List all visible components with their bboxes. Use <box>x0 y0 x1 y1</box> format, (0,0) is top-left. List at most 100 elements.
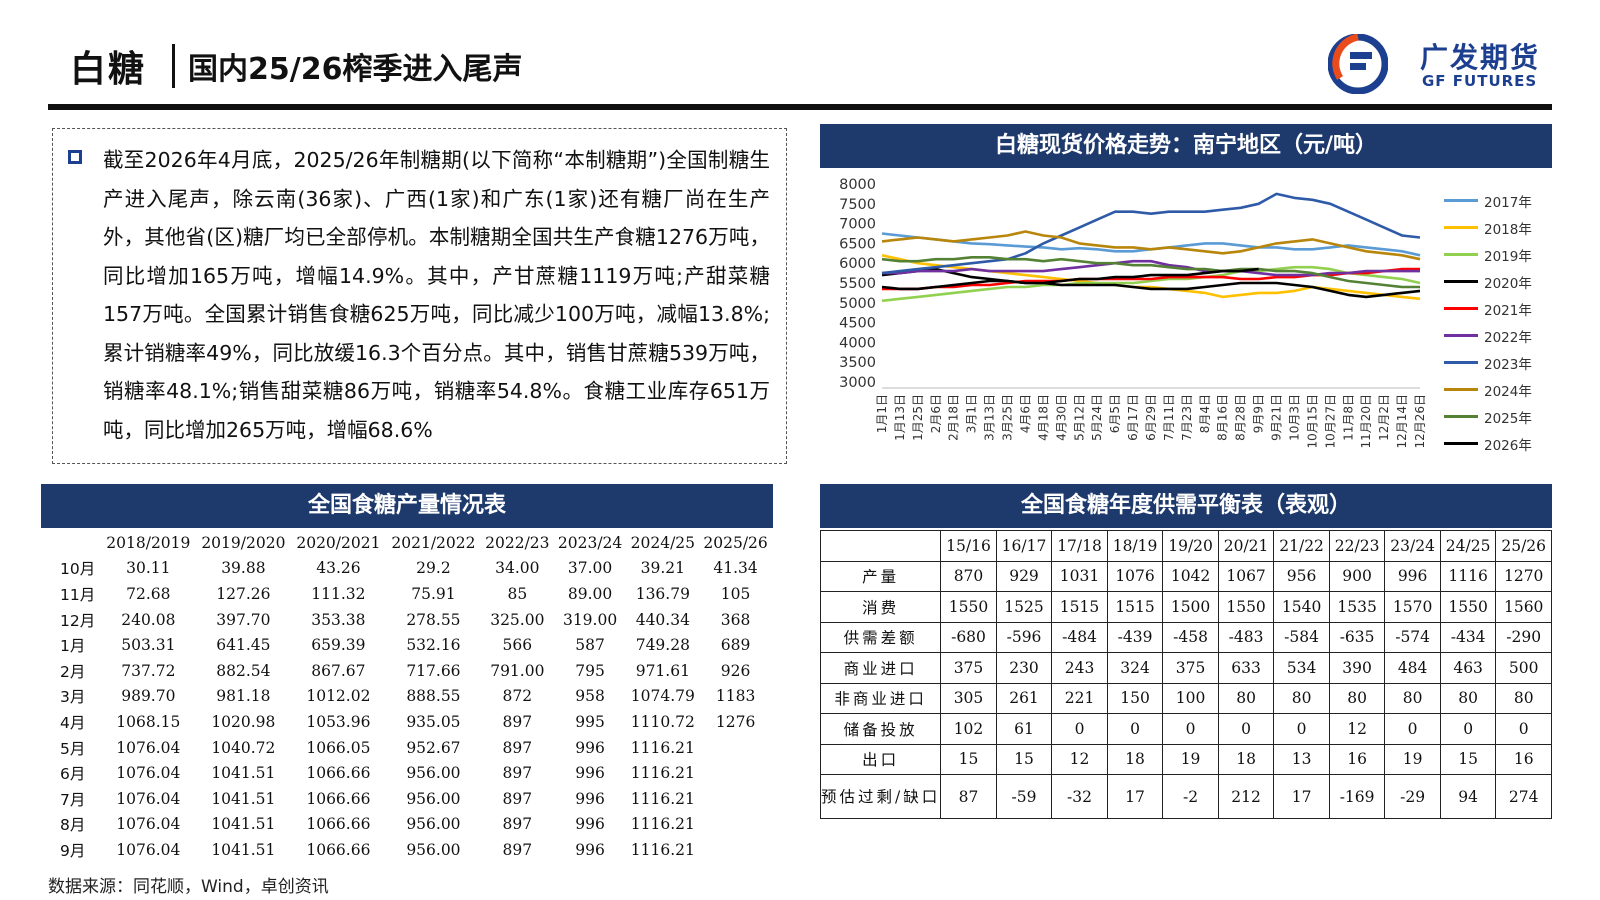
x-tick-label: 12月14日 <box>1395 394 1409 449</box>
table-cell: 111.32 <box>311 584 366 603</box>
table-cell: -29 <box>1384 774 1441 819</box>
table-cell: 324 <box>1106 652 1164 684</box>
table-row: 9月 1076.04 1041.51 1066.66 956.00 897 996 1116.… <box>52 837 772 863</box>
row-label: 消费 <box>819 591 942 623</box>
legend-swatch <box>1444 226 1478 229</box>
table-cell: 791.00 <box>490 661 545 680</box>
table-cell: 41.34 <box>713 559 758 578</box>
table-cell <box>699 786 772 812</box>
table-cell: 0 <box>1384 713 1441 745</box>
column-header: 2019/2020 <box>201 533 286 552</box>
table-cell: 19 <box>1162 743 1219 775</box>
table-cell: 463 <box>1439 652 1497 684</box>
table-cell: 80 <box>1439 682 1497 714</box>
table-cell: 897 <box>502 712 533 731</box>
table-cell: 353.38 <box>311 610 366 629</box>
table-cell: 633 <box>1217 652 1275 684</box>
x-tick-label: 4月6日 <box>1018 394 1032 433</box>
column-header: 20/21 <box>1217 530 1275 562</box>
table-cell: 981.18 <box>216 687 271 706</box>
chart-title: 白糖现货价格走势：南宁地区（元/吨） <box>820 124 1552 168</box>
row-label: 8月 <box>60 816 86 835</box>
table-cell: 305 <box>940 682 997 714</box>
table-cell: 1500 <box>1162 591 1219 623</box>
series-line-2019年 <box>881 265 1421 303</box>
x-tick-label: 9月21日 <box>1270 394 1284 441</box>
page-subtitle: 国内25/26榨季进入尾声 <box>188 52 523 87</box>
row-label: 3月 <box>60 688 86 707</box>
table-cell: 19 <box>1384 743 1441 775</box>
table-cell: 1012.02 <box>306 687 371 706</box>
x-tick-label: 2月18日 <box>947 394 961 441</box>
table-cell: 996 <box>575 738 605 757</box>
column-header <box>819 530 942 562</box>
table-cell: 230 <box>995 652 1053 684</box>
balance-table-title: 全国食糖年度供需平衡表（表观） <box>820 484 1552 528</box>
row-label: 产量 <box>819 560 942 592</box>
table-cell: 15 <box>995 743 1053 775</box>
row-label: 储备投放 <box>819 713 942 745</box>
x-tick-label: 8月28日 <box>1234 394 1248 441</box>
table-row: 预估过剩/缺口 87 -59 -32 17 -2 212 17 -169 -29 94 274 <box>819 774 1552 819</box>
table-cell: 1074.79 <box>630 687 695 706</box>
x-tick-label: 4月18日 <box>1036 394 1050 441</box>
legend-label: 2018年 <box>1484 222 1532 238</box>
table-cell: 956 <box>1273 560 1330 592</box>
table-cell: -574 <box>1384 621 1441 653</box>
table-cell: 85 <box>507 584 528 603</box>
table-cell: 1076.04 <box>116 738 181 757</box>
table-row: 商业进口 375 230 243 324 375 633 534 390 484 463 500 <box>819 652 1552 684</box>
row-label: 10月 <box>60 560 96 579</box>
column-header: 24/25 <box>1439 530 1497 562</box>
table-cell: 212 <box>1217 774 1275 819</box>
table-cell: -458 <box>1162 621 1219 653</box>
table-cell: 1076.04 <box>116 840 181 859</box>
table-cell: 1540 <box>1273 591 1330 623</box>
table-cell: -680 <box>940 621 997 653</box>
row-label: 5月 <box>60 739 86 758</box>
column-header: 16/17 <box>995 530 1053 562</box>
series-line-2021年 <box>882 267 1420 291</box>
table-cell: 39.21 <box>640 559 686 578</box>
table-cell: 1041.51 <box>211 840 276 859</box>
table-cell: 1040.72 <box>211 738 276 757</box>
table-cell: -32 <box>1051 774 1108 819</box>
table-cell: 39.88 <box>221 559 266 578</box>
y-tick-label: 7000 <box>839 217 876 233</box>
table-row: 消费 1550 1525 1515 1515 1500 1550 1540 1535 1570 15… <box>819 591 1552 623</box>
y-tick-label: 6500 <box>839 236 876 252</box>
legend-swatch <box>1444 253 1478 256</box>
y-tick-label: 5000 <box>839 296 876 312</box>
table-cell: 0 <box>1051 713 1108 745</box>
table-cell: 956.00 <box>406 815 461 834</box>
table-cell: 150 <box>1106 682 1164 714</box>
table-row: 6月 1076.04 1041.51 1066.66 956.00 897 996 1116.… <box>52 760 772 786</box>
table-cell: 587 <box>575 636 605 655</box>
summary-box: 截至2026年4月底，2025/26年制糖期(以下简称“本制糖期”)全国制糖生产… <box>52 128 787 464</box>
table-cell: 1550 <box>940 591 997 623</box>
table-cell: 397.70 <box>216 610 271 629</box>
table-cell: 900 <box>1328 560 1386 592</box>
table-cell: 749.28 <box>635 636 690 655</box>
table-row: 10月 30.11 39.88 43.26 29.2 34.00 37.00 39.21 41.… <box>52 556 772 582</box>
table-cell: 0 <box>1162 713 1219 745</box>
x-tick-label: 1月13日 <box>893 394 907 441</box>
table-cell: -439 <box>1106 621 1164 653</box>
table-cell: 13 <box>1273 743 1330 775</box>
table-cell: 956.00 <box>406 840 461 859</box>
column-header: 17/18 <box>1051 530 1108 562</box>
title-divider <box>172 44 175 88</box>
table-cell: 240.08 <box>121 610 176 629</box>
legend-swatch <box>1444 361 1478 364</box>
table-cell: 872 <box>502 687 533 706</box>
legend-label: 2025年 <box>1484 411 1532 427</box>
table-cell: 390 <box>1328 652 1386 684</box>
legend-swatch <box>1444 307 1478 310</box>
series-line-2026年 <box>881 267 1259 291</box>
y-tick-label: 6000 <box>839 256 876 272</box>
column-header: 25/26 <box>1495 530 1552 562</box>
row-label: 1月 <box>60 637 86 656</box>
table-cell: 1570 <box>1384 591 1441 623</box>
legend-label: 2019年 <box>1484 249 1532 265</box>
table-cell: 532.16 <box>406 636 461 655</box>
